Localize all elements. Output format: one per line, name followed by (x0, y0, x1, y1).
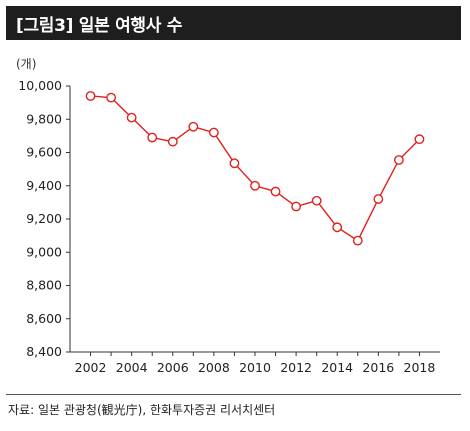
y-tick-label: 9,400 (26, 178, 62, 193)
data-point (126, 112, 137, 123)
source-note: 자료: 일본 관광청(観光庁), 한화투자증권 리서치센터 (8, 403, 276, 417)
y-tick-label: 9,600 (26, 145, 62, 160)
data-point (311, 195, 322, 206)
data-point (414, 134, 425, 145)
y-tick-label: 9,800 (26, 111, 62, 126)
line-chart: 8,400 8,600 8,800 9,000 9,200 9,400 9,600 9,800… (18, 78, 440, 375)
source-divider (6, 394, 461, 395)
data-point (373, 194, 384, 204)
x-tick-label: 2008 (198, 360, 230, 375)
x-tick-label: 2012 (280, 360, 312, 375)
data-point (270, 186, 281, 197)
figure-title: [그림3] 일본 여행사 수 (16, 15, 183, 36)
y-tick-label: 8,800 (26, 278, 62, 293)
y-axis-unit: (개) (16, 57, 37, 71)
y-tick-label: 8,600 (26, 311, 62, 326)
data-point (147, 132, 158, 143)
data-point (85, 91, 96, 101)
data-point (208, 127, 219, 138)
data-point (188, 121, 199, 132)
data-point (291, 201, 302, 212)
y-tick-label: 8,400 (26, 344, 62, 359)
data-point (167, 136, 178, 147)
y-tick-label: 9,200 (26, 211, 62, 226)
y-tick-label: 10,000 (18, 78, 62, 93)
x-tick-label: 2010 (239, 360, 271, 375)
data-point (106, 92, 117, 103)
y-tick-label: 9,000 (26, 244, 62, 259)
x-tick-label: 2002 (75, 360, 107, 375)
x-tick-label: 2016 (362, 360, 394, 375)
data-point (352, 235, 363, 246)
data-point (229, 158, 240, 169)
x-tick-label: 2006 (157, 360, 189, 375)
x-tick-label: 2014 (321, 360, 353, 375)
x-tick-label: 2018 (404, 360, 436, 375)
data-point (393, 155, 404, 165)
x-tick-label: 2004 (116, 360, 148, 375)
data-point (250, 180, 260, 191)
series-line (90, 95, 420, 242)
data-point (332, 222, 343, 233)
figure-header: [그림3] 일본 여행사 수 (6, 6, 461, 40)
